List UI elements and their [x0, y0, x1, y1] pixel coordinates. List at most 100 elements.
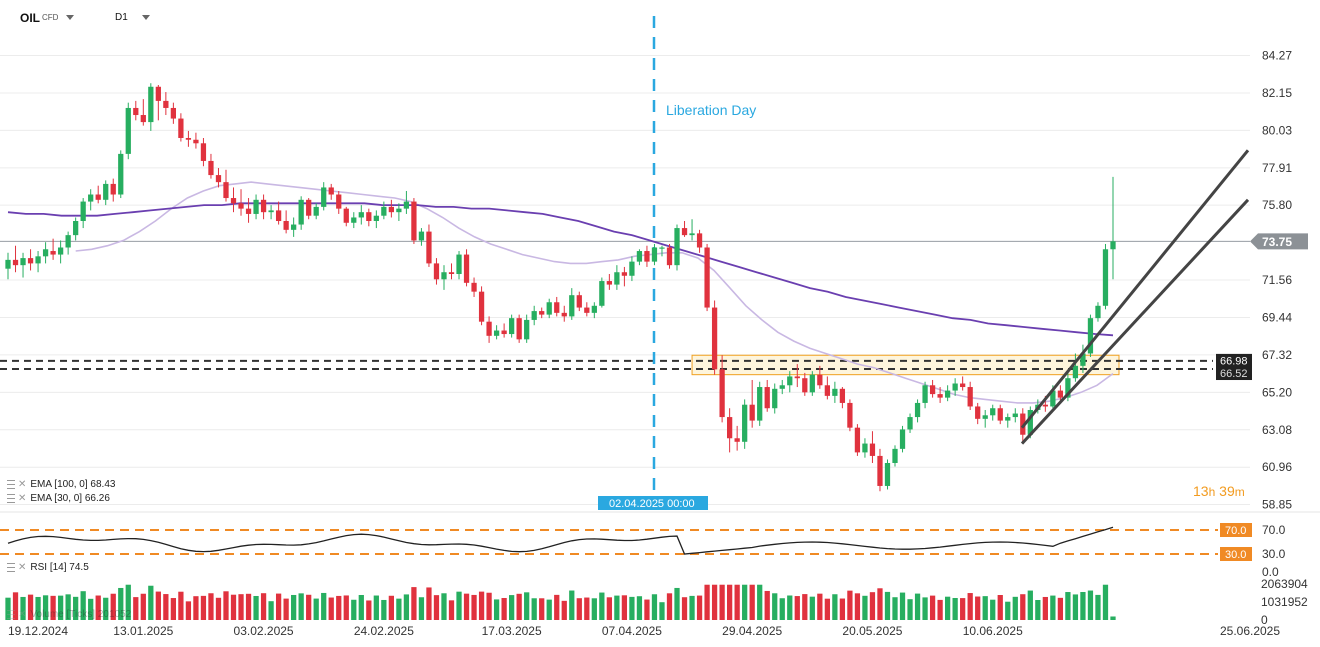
candle-body [892, 448, 898, 463]
close-icon[interactable]: ✕ [18, 562, 27, 573]
candle-body [899, 429, 906, 449]
volume-bar [636, 596, 643, 620]
chevron-down-icon[interactable] [66, 15, 74, 20]
candle-body [772, 388, 778, 409]
candle-body [862, 443, 868, 453]
candle-body [298, 199, 304, 225]
price-tick-label: 80.03 [1262, 123, 1292, 137]
volume-bar [42, 595, 49, 620]
volume-bar [531, 598, 537, 620]
close-icon[interactable]: ✕ [18, 479, 27, 490]
volume-bar [27, 594, 34, 620]
volume-bar [779, 598, 785, 620]
candle-body [877, 455, 883, 486]
rsi-tick-label: 30.0 [1262, 547, 1286, 561]
volume-bar [185, 601, 192, 620]
menu-icon[interactable] [7, 609, 15, 619]
rsi-band-label: 70.0 [1225, 525, 1246, 537]
volume-bar [644, 599, 650, 620]
volume-bar [95, 595, 101, 620]
menu-icon[interactable] [7, 493, 15, 503]
volume-bar [260, 593, 267, 620]
date-tick-label: 19.12.2024 [8, 624, 68, 638]
volume-bar [576, 598, 582, 620]
volume-bar [1095, 594, 1101, 620]
volume-bar [1042, 596, 1048, 620]
menu-icon[interactable] [7, 479, 15, 489]
candle-body [148, 86, 154, 123]
volume-legend[interactable]: ✕ Volume [Ticks] 201052 [7, 609, 131, 620]
candle-body [854, 427, 861, 453]
volume-bar [621, 595, 628, 620]
volume-bar [1057, 597, 1064, 620]
volume-bar [298, 593, 304, 620]
candle-body [133, 107, 139, 116]
candle-body [944, 390, 951, 398]
candle-body [757, 387, 763, 421]
annotation-date-tag [598, 496, 708, 510]
candle-body [1102, 249, 1109, 306]
candle-body [689, 233, 695, 236]
volume-bar [275, 593, 282, 620]
candle-body [351, 217, 357, 223]
volume-bar [975, 596, 981, 620]
rsi-legend[interactable]: ✕ RSI [14] 74.5 [7, 562, 89, 573]
volume-bar [313, 598, 319, 620]
candle-body [193, 139, 199, 144]
candle-body [268, 210, 274, 213]
volume-bar [215, 597, 222, 620]
volume-bar [659, 602, 665, 620]
volume-bar [418, 597, 425, 620]
candle-body [433, 263, 440, 280]
candle-body [997, 408, 1003, 421]
candle-body [907, 417, 913, 430]
volume-bar [471, 594, 477, 620]
chevron-down-icon[interactable] [142, 15, 150, 20]
volume-bar [1050, 595, 1056, 620]
volume-bar [696, 595, 703, 620]
volume-bar [847, 590, 853, 620]
candle-body [42, 249, 49, 257]
volume-bar [839, 598, 846, 620]
menu-icon[interactable] [7, 562, 15, 572]
volume-bar [614, 595, 620, 620]
volume-bar [734, 584, 740, 620]
volume-bar [321, 592, 327, 620]
volume-bar [569, 590, 575, 620]
candle-body [381, 206, 387, 216]
trend-channel [1020, 149, 1250, 445]
ema30-legend[interactable]: ✕ EMA [30, 0] 66.26 [7, 493, 110, 504]
candle-body [50, 251, 56, 255]
volume-bar [283, 598, 289, 620]
candle-body [418, 231, 425, 241]
candle-body [554, 302, 560, 313]
volume-bar [899, 592, 906, 620]
candle-body [929, 385, 936, 395]
level-tag [1216, 366, 1252, 381]
volume-bar [65, 594, 71, 620]
candle-body [794, 376, 800, 379]
volume-bar [238, 594, 244, 620]
volume-bar [373, 595, 379, 620]
candle-body [125, 107, 131, 154]
symbol-selector[interactable]: OIL [20, 11, 40, 25]
close-icon[interactable]: ✕ [18, 493, 27, 504]
candle-body [960, 383, 966, 388]
volume-bar [884, 591, 891, 620]
candle-body [388, 206, 394, 213]
candle-body [185, 137, 192, 140]
candle-body [95, 194, 101, 200]
candle-body [493, 330, 500, 336]
volume-bar [448, 600, 455, 620]
candle-body [621, 272, 628, 276]
candle-body [990, 408, 996, 416]
timeframe-selector[interactable]: D1 [115, 12, 128, 23]
volume-bar [125, 584, 131, 620]
volume-bar [381, 599, 387, 620]
ema100-legend[interactable]: ✕ EMA [100, 0] 68.43 [7, 479, 115, 490]
candle-body [12, 259, 19, 266]
candlesticks [5, 83, 1116, 492]
volume-bar [351, 599, 357, 620]
close-icon[interactable]: ✕ [18, 609, 27, 620]
